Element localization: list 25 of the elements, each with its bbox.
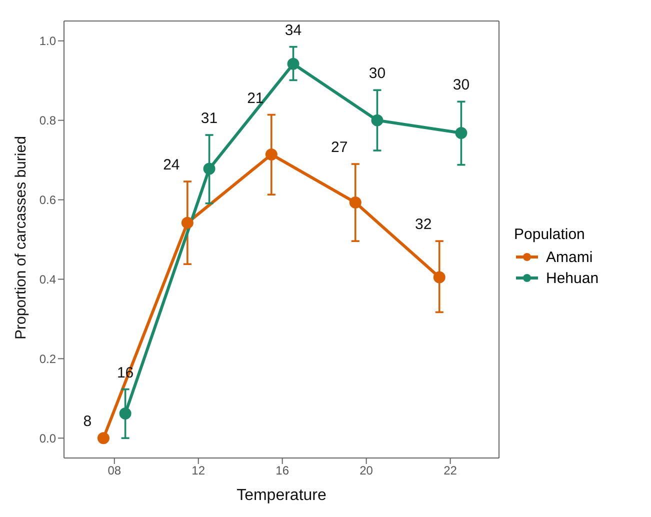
annotation: 21 bbox=[247, 90, 264, 107]
y-tick-label: 1.0 bbox=[39, 34, 56, 48]
x-tick-label: 16 bbox=[276, 464, 290, 478]
annotation: 8 bbox=[83, 413, 92, 430]
annotation: 24 bbox=[163, 156, 180, 174]
x-tick-label: 12 bbox=[192, 464, 206, 478]
annotation: 27 bbox=[331, 139, 348, 156]
y-tick-label: 0.2 bbox=[39, 352, 56, 366]
x-tick-label: 08 bbox=[108, 464, 122, 478]
legend-label: Hehuan bbox=[546, 270, 599, 286]
y-tick-label: 0.4 bbox=[39, 272, 56, 286]
y-tick-label: 0.6 bbox=[39, 193, 56, 208]
x-tick-label: 22 bbox=[444, 464, 458, 478]
annotation: 31 bbox=[200, 110, 218, 128]
y-tick-label: 0.0 bbox=[39, 431, 56, 446]
x-axis-title: Temperature bbox=[236, 487, 327, 504]
y-axis-title: Proportion of carcasses buried bbox=[12, 136, 30, 340]
legend-title: Population bbox=[514, 226, 586, 242]
annotation: 34 bbox=[284, 22, 302, 39]
annotation: 32 bbox=[415, 216, 432, 234]
annotation: 30 bbox=[368, 65, 386, 82]
x-tick-label: 20 bbox=[360, 464, 374, 478]
annotation: 30 bbox=[452, 76, 470, 94]
y-tick-label: 0.8 bbox=[39, 114, 56, 128]
legend-label: Amami bbox=[546, 248, 593, 266]
